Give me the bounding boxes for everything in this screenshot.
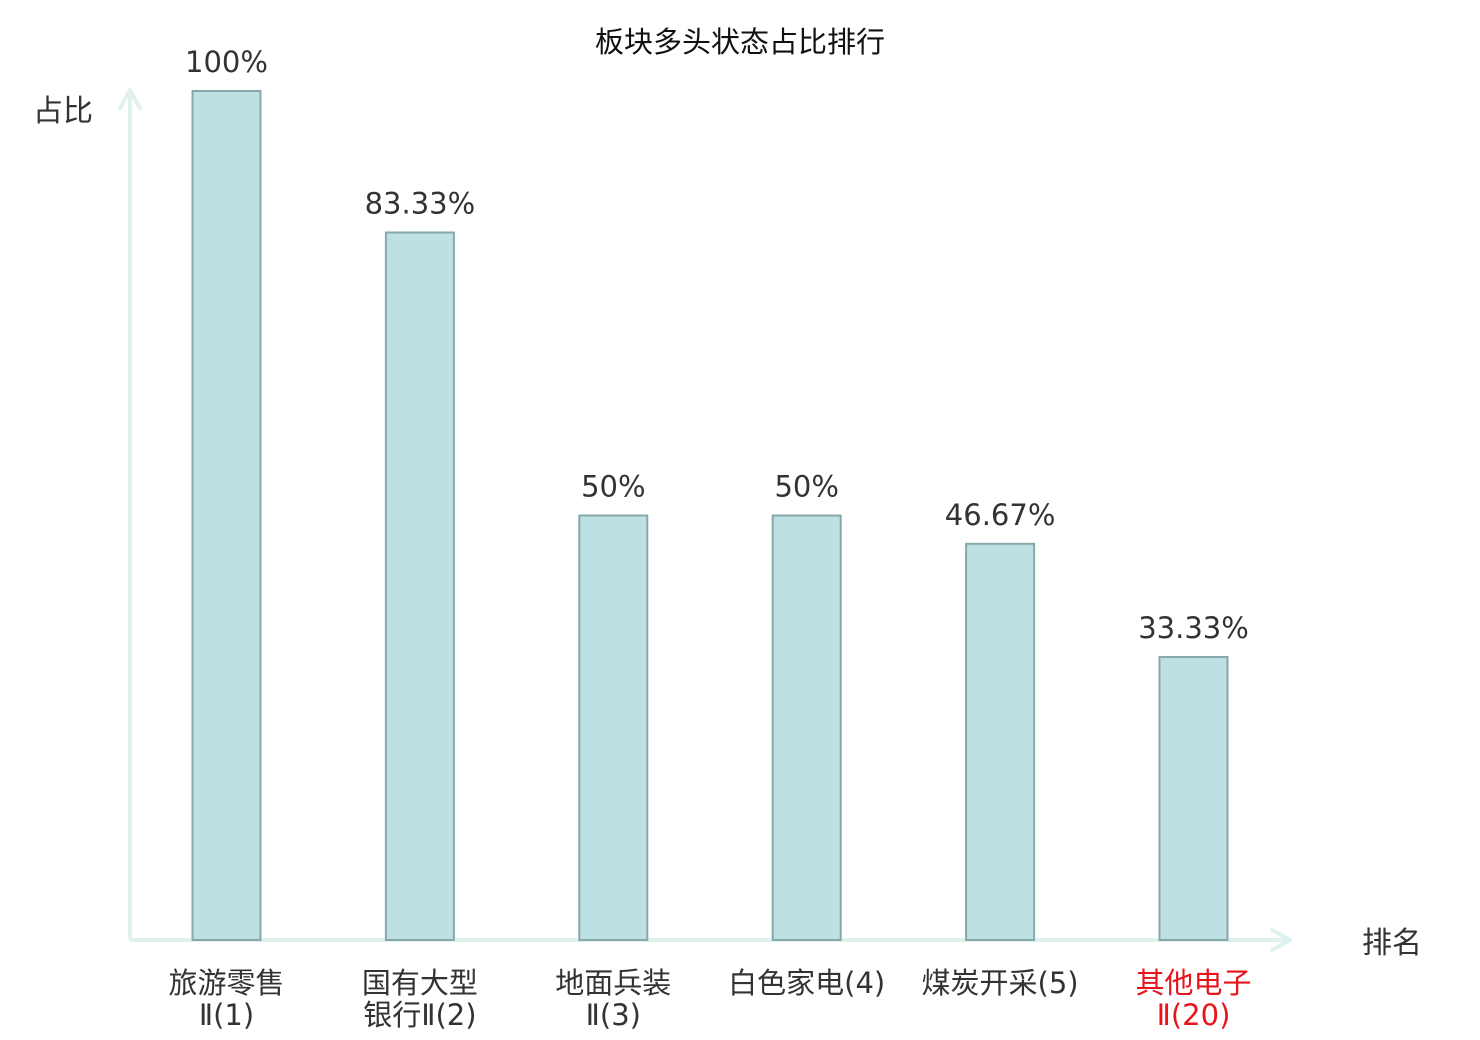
y-axis-arrowhead (118, 88, 142, 110)
value-labels: 100% 83.33% 50% 50% 46.67% 33.33% (185, 45, 1249, 645)
category-label: 白色家电(4) (728, 966, 885, 1000)
category-name: 国有大型 (362, 966, 478, 1000)
category-labels: 旅游零售 Ⅱ(1) 国有大型银行Ⅱ(2) 地面兵装 Ⅱ(3) 白色家电(4) 煤炭开采(5)… (168, 966, 1251, 1032)
category-suffix: (5) (1038, 966, 1079, 1000)
category-label: 煤炭开采(5) (922, 966, 1079, 1000)
category-suffix: Ⅱ(20) (1157, 998, 1231, 1032)
category-name: 地面兵装 (555, 966, 671, 1000)
x-axis-label: 排名 (1362, 926, 1422, 961)
category-name: 其他电子 (1135, 966, 1251, 1000)
category-suffix: (4) (844, 966, 885, 1000)
category-name: 旅游零售 (168, 966, 284, 1000)
category-label: 旅游零售 Ⅱ(1) (168, 966, 284, 1032)
bar-value-label: 83.33% (365, 187, 476, 221)
x-axis-arrowhead (1270, 928, 1292, 952)
category-suffix: 银行Ⅱ(2) (363, 998, 476, 1032)
bar (578, 514, 649, 941)
category-name: 煤炭开采 (922, 966, 1038, 1000)
y-axis-label: 占比 (33, 94, 93, 129)
bar-value-label: 33.33% (1138, 611, 1249, 645)
bar (1158, 656, 1229, 941)
category-label-highlight: 其他电子 Ⅱ(20) (1135, 966, 1251, 1032)
bar (191, 90, 262, 941)
bars (191, 90, 1229, 941)
bar-value-label: 50% (774, 470, 838, 504)
bar (771, 514, 842, 941)
category-label: 地面兵装 Ⅱ(3) (555, 966, 671, 1032)
category-suffix: Ⅱ(3) (586, 998, 641, 1032)
bar-value-label: 100% (185, 45, 268, 79)
y-axis (118, 88, 142, 940)
category-suffix: Ⅱ(1) (199, 998, 254, 1032)
category-label: 国有大型银行Ⅱ(2) (362, 966, 478, 1032)
x-axis (130, 928, 1292, 952)
category-name: 白色家电 (728, 966, 844, 1000)
bar (965, 542, 1036, 941)
bar (384, 231, 455, 941)
chart-title: 板块多头状态占比排行 (595, 25, 885, 59)
bar-value-label: 50% (581, 470, 645, 504)
bar-value-label: 46.67% (945, 498, 1056, 532)
